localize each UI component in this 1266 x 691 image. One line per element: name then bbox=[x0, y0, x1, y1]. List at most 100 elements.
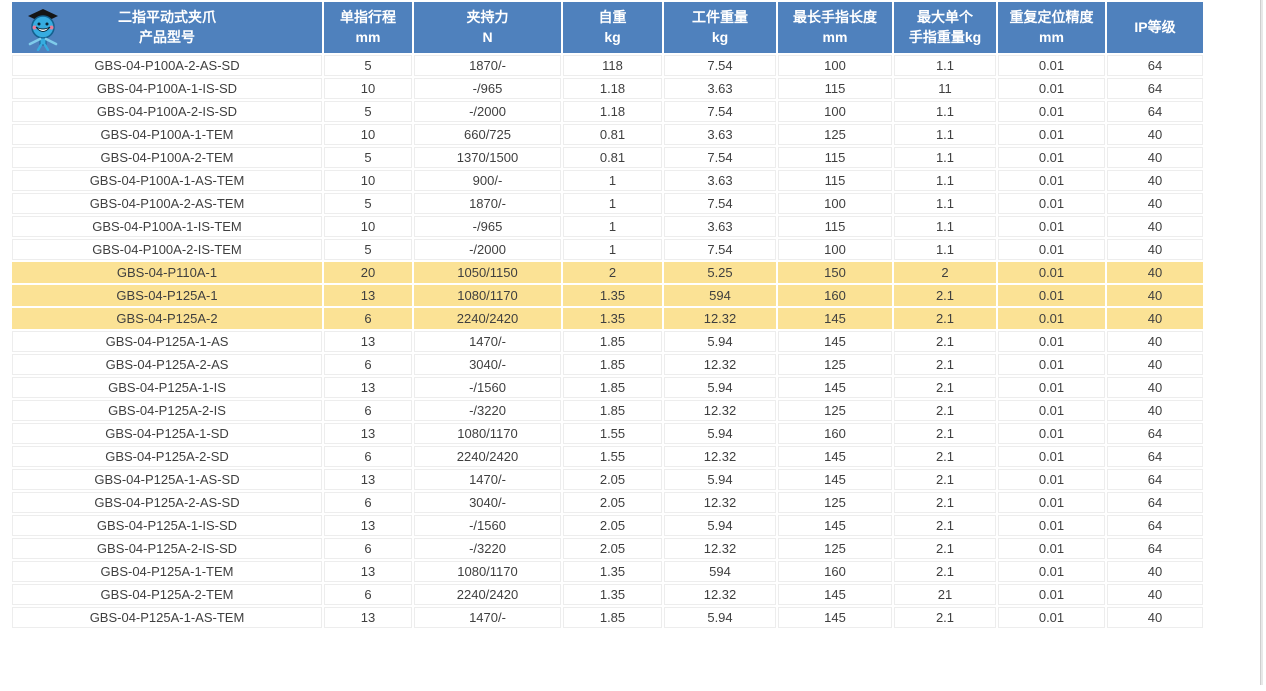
table-cell[interactable]: 13 bbox=[324, 607, 412, 628]
table-cell[interactable]: 40 bbox=[1107, 170, 1203, 191]
table-cell[interactable]: 1.85 bbox=[563, 400, 662, 421]
table-cell[interactable]: 40 bbox=[1107, 607, 1203, 628]
table-cell[interactable]: 160 bbox=[778, 561, 892, 582]
table-cell[interactable]: 125 bbox=[778, 124, 892, 145]
table-cell[interactable]: 1.85 bbox=[563, 607, 662, 628]
table-cell[interactable]: 160 bbox=[778, 285, 892, 306]
cell-product-model[interactable]: GBS-04-P110A-1 bbox=[12, 262, 322, 283]
table-cell[interactable]: 0.01 bbox=[998, 308, 1105, 329]
table-cell[interactable]: 40 bbox=[1107, 239, 1203, 260]
table-cell[interactable]: 900/- bbox=[414, 170, 561, 191]
table-cell[interactable]: 12.32 bbox=[664, 584, 776, 605]
table-cell[interactable]: 1 bbox=[563, 170, 662, 191]
table-cell[interactable]: 1.85 bbox=[563, 331, 662, 352]
table-cell[interactable]: 2240/2420 bbox=[414, 446, 561, 467]
table-cell[interactable]: 145 bbox=[778, 584, 892, 605]
table-cell[interactable]: 0.01 bbox=[998, 492, 1105, 513]
table-cell[interactable]: 5 bbox=[324, 193, 412, 214]
table-cell[interactable]: 1 bbox=[563, 239, 662, 260]
cell-product-model[interactable]: GBS-04-P125A-1-AS bbox=[12, 331, 322, 352]
cell-product-model[interactable]: GBS-04-P125A-2-TEM bbox=[12, 584, 322, 605]
cell-product-model[interactable]: GBS-04-P125A-1-SD bbox=[12, 423, 322, 444]
table-cell[interactable]: 115 bbox=[778, 78, 892, 99]
table-cell[interactable]: 40 bbox=[1107, 147, 1203, 168]
table-cell[interactable]: 125 bbox=[778, 538, 892, 559]
table-cell[interactable]: 2240/2420 bbox=[414, 584, 561, 605]
table-cell[interactable]: 12.32 bbox=[664, 446, 776, 467]
col-header-ip-rating[interactable]: IP等级 bbox=[1107, 2, 1203, 53]
table-cell[interactable]: 115 bbox=[778, 147, 892, 168]
table-cell[interactable]: 40 bbox=[1107, 308, 1203, 329]
table-cell[interactable]: 145 bbox=[778, 607, 892, 628]
table-cell[interactable]: 1.85 bbox=[563, 354, 662, 375]
table-cell[interactable]: 2.1 bbox=[894, 423, 996, 444]
table-cell[interactable]: 21 bbox=[894, 584, 996, 605]
table-cell[interactable]: 5.94 bbox=[664, 469, 776, 490]
col-header-stroke[interactable]: 单指行程 mm bbox=[324, 2, 412, 53]
table-cell[interactable]: 100 bbox=[778, 101, 892, 122]
col-header-max-finger-weight[interactable]: 最大单个 手指重量kg bbox=[894, 2, 996, 53]
col-header-self-weight[interactable]: 自重 kg bbox=[563, 2, 662, 53]
table-cell[interactable]: 0.01 bbox=[998, 331, 1105, 352]
table-cell[interactable]: 40 bbox=[1107, 400, 1203, 421]
table-cell[interactable]: 1.1 bbox=[894, 239, 996, 260]
table-cell[interactable]: 6 bbox=[324, 308, 412, 329]
cell-product-model[interactable]: GBS-04-P125A-1-AS-SD bbox=[12, 469, 322, 490]
col-header-repeatability[interactable]: 重复定位精度 mm bbox=[998, 2, 1105, 53]
cell-product-model[interactable]: GBS-04-P125A-2-SD bbox=[12, 446, 322, 467]
table-cell[interactable]: -/3220 bbox=[414, 538, 561, 559]
table-cell[interactable]: 5 bbox=[324, 147, 412, 168]
table-cell[interactable]: 3040/- bbox=[414, 354, 561, 375]
table-cell[interactable]: 0.01 bbox=[998, 354, 1105, 375]
table-cell[interactable]: 2.05 bbox=[563, 469, 662, 490]
table-cell[interactable]: 1.35 bbox=[563, 285, 662, 306]
table-cell[interactable]: 1.85 bbox=[563, 377, 662, 398]
table-cell[interactable]: 13 bbox=[324, 285, 412, 306]
table-cell[interactable]: 1080/1170 bbox=[414, 561, 561, 582]
table-cell[interactable]: 5.94 bbox=[664, 515, 776, 536]
cell-product-model[interactable]: GBS-04-P125A-2 bbox=[12, 308, 322, 329]
table-cell[interactable]: 115 bbox=[778, 170, 892, 191]
table-cell[interactable]: 6 bbox=[324, 354, 412, 375]
table-cell[interactable]: 40 bbox=[1107, 354, 1203, 375]
table-cell[interactable]: 0.01 bbox=[998, 78, 1105, 99]
table-cell[interactable]: 2.1 bbox=[894, 285, 996, 306]
table-cell[interactable]: 13 bbox=[324, 423, 412, 444]
table-cell[interactable]: 2.05 bbox=[563, 515, 662, 536]
table-cell[interactable]: 0.01 bbox=[998, 538, 1105, 559]
table-cell[interactable]: 1370/1500 bbox=[414, 147, 561, 168]
table-cell[interactable]: 1470/- bbox=[414, 607, 561, 628]
table-cell[interactable]: 2.1 bbox=[894, 308, 996, 329]
table-cell[interactable]: 594 bbox=[664, 561, 776, 582]
table-cell[interactable]: 3.63 bbox=[664, 124, 776, 145]
table-cell[interactable]: 145 bbox=[778, 515, 892, 536]
table-cell[interactable]: 660/725 bbox=[414, 124, 561, 145]
table-cell[interactable]: 6 bbox=[324, 492, 412, 513]
table-cell[interactable]: 3.63 bbox=[664, 78, 776, 99]
table-cell[interactable]: 64 bbox=[1107, 515, 1203, 536]
table-cell[interactable]: 100 bbox=[778, 193, 892, 214]
table-cell[interactable]: 2.1 bbox=[894, 538, 996, 559]
cell-product-model[interactable]: GBS-04-P125A-1-IS bbox=[12, 377, 322, 398]
table-cell[interactable]: 0.01 bbox=[998, 446, 1105, 467]
table-cell[interactable]: 2.1 bbox=[894, 492, 996, 513]
table-cell[interactable]: 0.01 bbox=[998, 285, 1105, 306]
table-cell[interactable]: 2.1 bbox=[894, 446, 996, 467]
table-cell[interactable]: 1080/1170 bbox=[414, 423, 561, 444]
table-cell[interactable]: 2.1 bbox=[894, 377, 996, 398]
table-cell[interactable]: 1470/- bbox=[414, 469, 561, 490]
table-cell[interactable]: 2.1 bbox=[894, 469, 996, 490]
col-header-product-model[interactable]: 二指平动式夹爪 产品型号 bbox=[12, 2, 322, 53]
table-cell[interactable]: 1870/- bbox=[414, 55, 561, 76]
table-cell[interactable]: 40 bbox=[1107, 124, 1203, 145]
table-cell[interactable]: 1.1 bbox=[894, 101, 996, 122]
table-cell[interactable]: 0.01 bbox=[998, 400, 1105, 421]
table-cell[interactable]: 594 bbox=[664, 285, 776, 306]
table-cell[interactable]: 2.1 bbox=[894, 515, 996, 536]
table-cell[interactable]: 145 bbox=[778, 446, 892, 467]
table-cell[interactable]: 40 bbox=[1107, 331, 1203, 352]
table-cell[interactable]: 13 bbox=[324, 561, 412, 582]
table-cell[interactable]: 0.81 bbox=[563, 124, 662, 145]
table-cell[interactable]: 10 bbox=[324, 170, 412, 191]
cell-product-model[interactable]: GBS-04-P100A-1-IS-TEM bbox=[12, 216, 322, 237]
